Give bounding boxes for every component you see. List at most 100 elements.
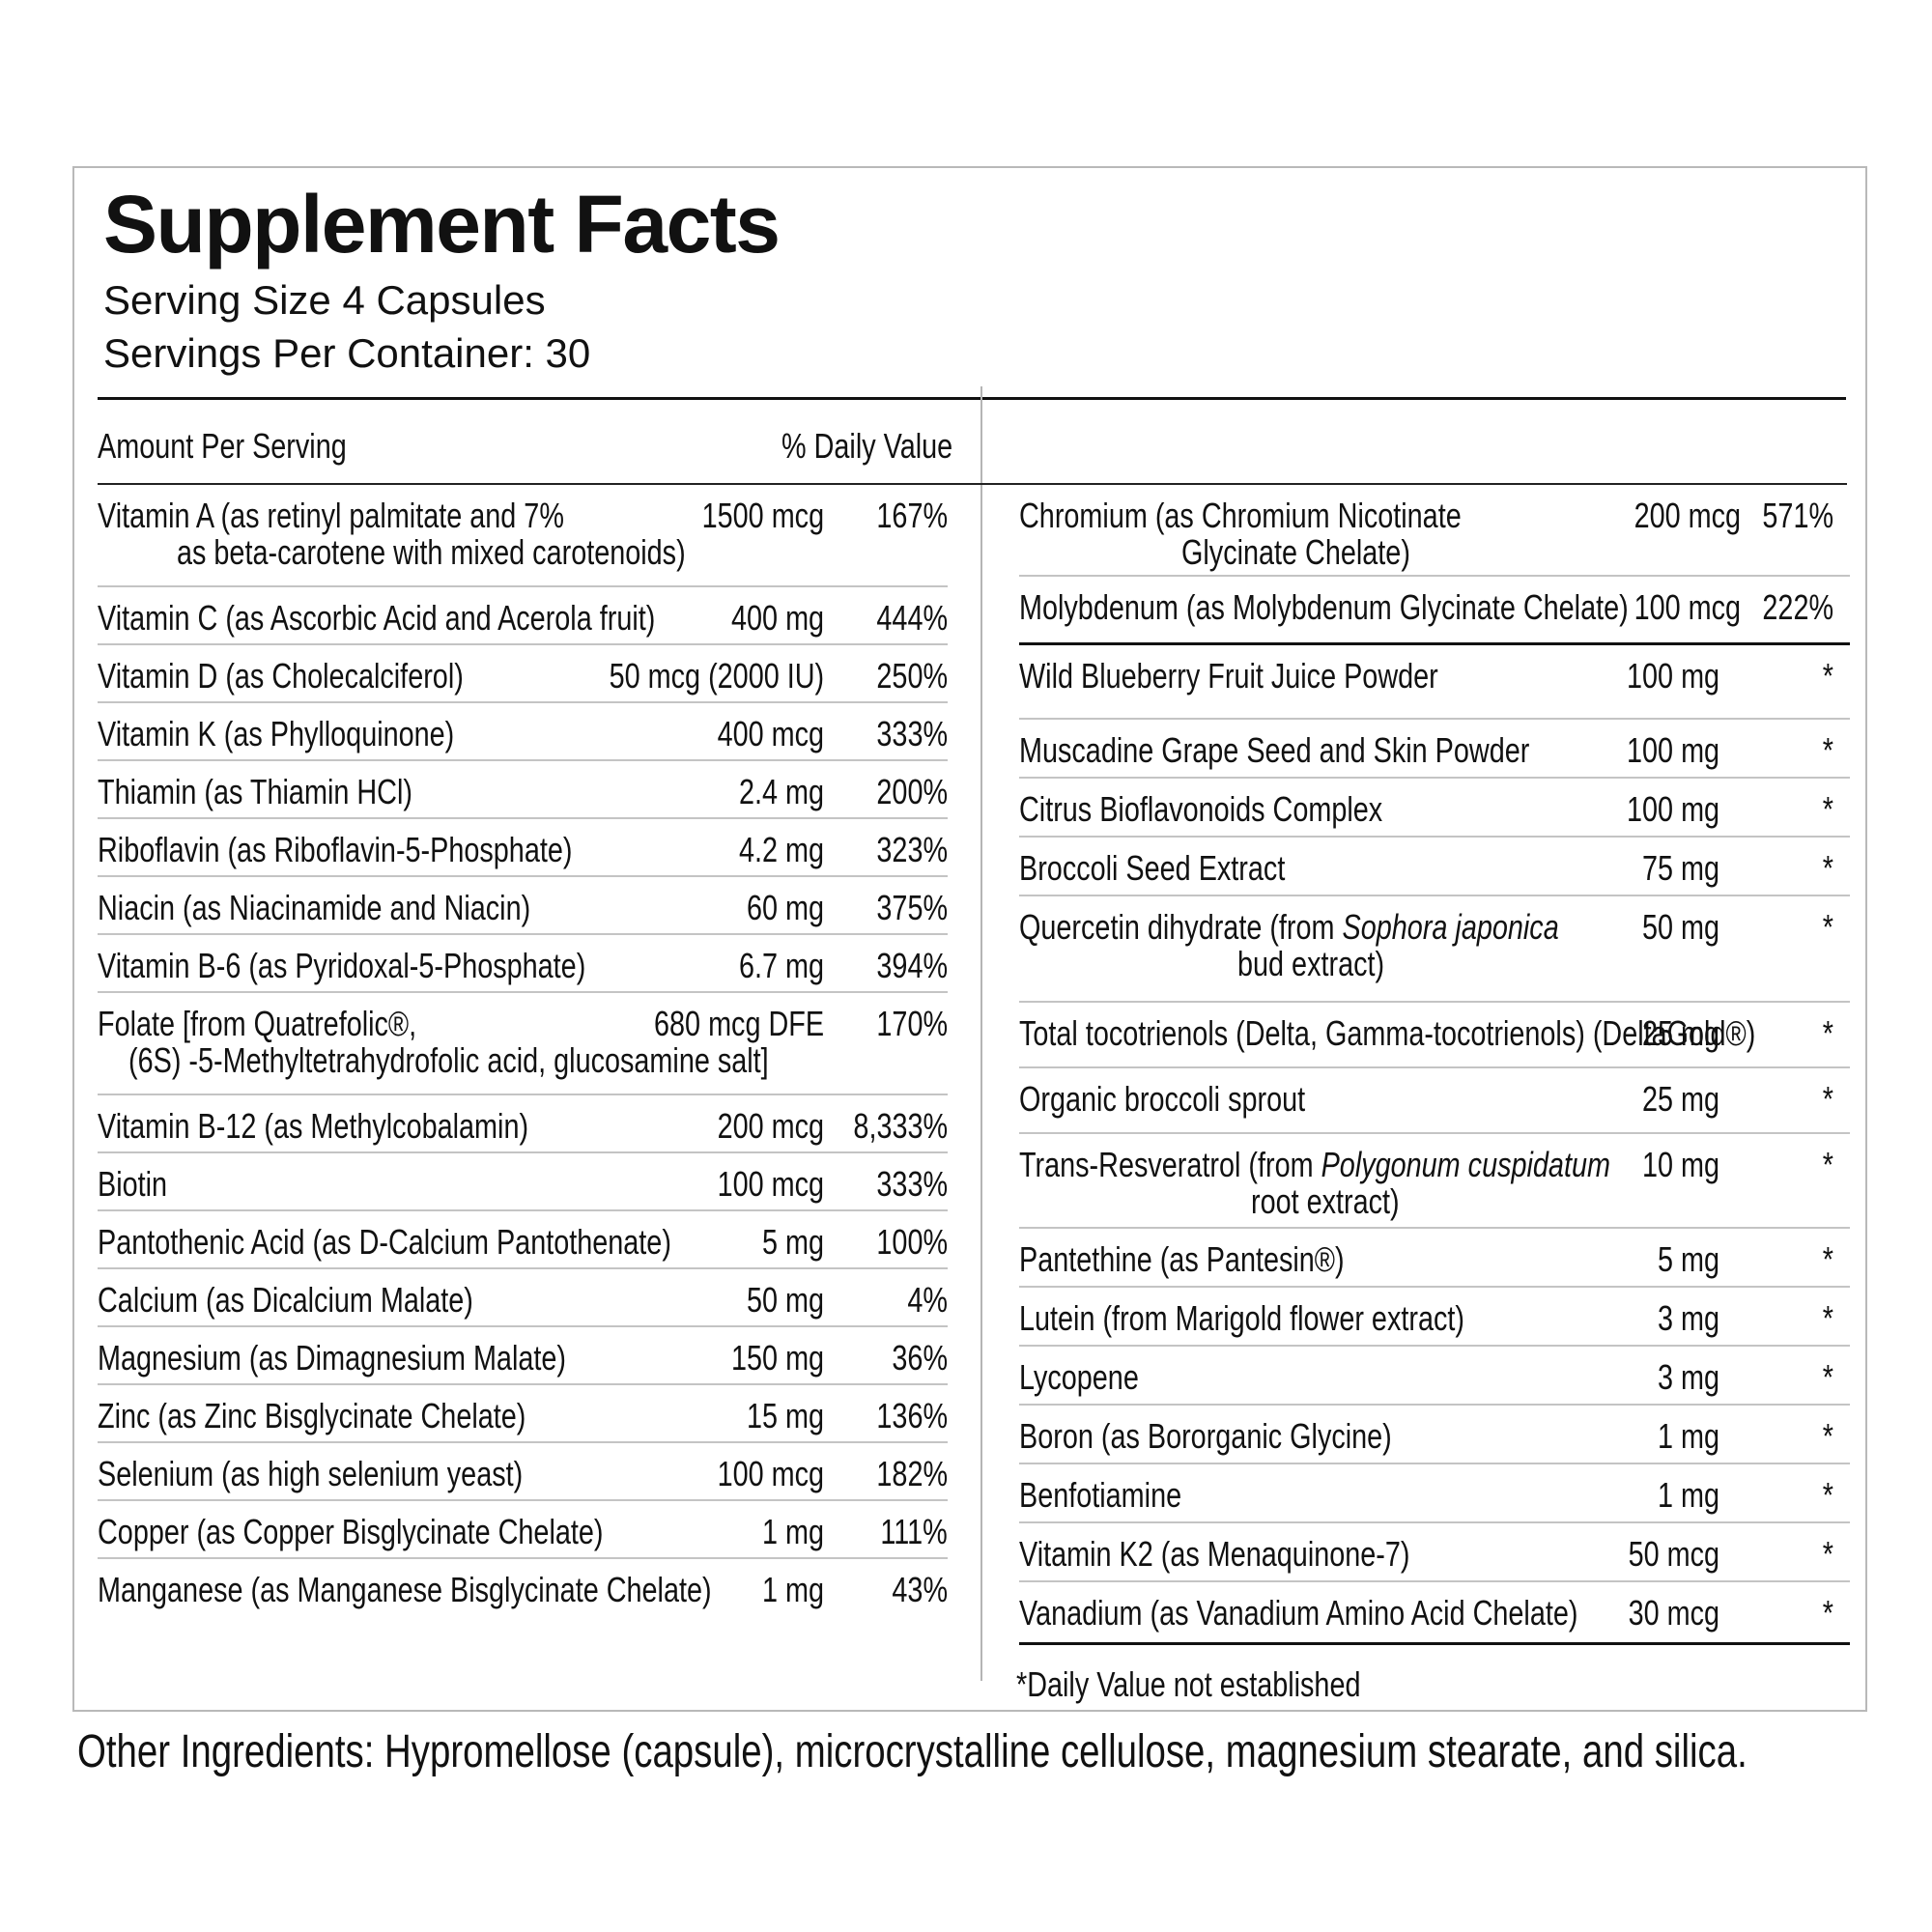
table-row: Vitamin A (as retinyl palmitate and 7% as… — [98, 485, 948, 587]
amount-value: 4.2 mg — [738, 830, 824, 869]
ingredient-name: Niacin (as Niacinamide and Niacin) — [98, 889, 530, 927]
left-nutrient-table: Vitamin A (as retinyl palmitate and 7% as… — [98, 485, 948, 1617]
table-row: Pantothenic Acid (as D-Calcium Pantothen… — [98, 1211, 948, 1269]
amount-value: 30 mcg — [1628, 1593, 1719, 1633]
ingredient-name-text: Benfotiamine — [1019, 1475, 1182, 1515]
daily-value: * — [1822, 848, 1833, 888]
daily-value: * — [1822, 907, 1833, 947]
daily-value: * — [1822, 1145, 1833, 1184]
daily-value: 444% — [876, 598, 948, 638]
top-rule — [98, 397, 1846, 400]
table-row: Vitamin K2 (as Menaquinone-7) 50 mcg * — [1019, 1523, 1850, 1582]
table-row: Vitamin K (as Phylloquinone) 400 mcg 333% — [98, 703, 948, 761]
ingredient-name: Manganese (as Manganese Bisglycinate Che… — [98, 1571, 712, 1609]
daily-value: 170% — [876, 1004, 948, 1043]
daily-value: 571% — [1762, 496, 1833, 535]
amount-value: 680 mcg DFE — [653, 1004, 824, 1043]
ingredient-name-continued: bud extract) — [1237, 944, 1385, 983]
bottom-rule — [1019, 1642, 1850, 1645]
daily-value: * — [1822, 730, 1833, 770]
ingredient-name-text: Vitamin A (as retinyl palmitate and 7% — [98, 496, 564, 535]
table-row: Lycopene 3 mg * — [1019, 1347, 1850, 1406]
amount-value: 200 mcg — [1634, 496, 1741, 535]
ingredient-name: Pantethine (as Pantesin®) — [1019, 1240, 1345, 1279]
ingredient-name: Copper (as Copper Bisglycinate Chelate) — [98, 1513, 603, 1551]
daily-value: 111% — [880, 1512, 948, 1551]
ingredient-name-text: Molybdenum (as Molybdenum Glycinate Chel… — [1019, 587, 1629, 627]
table-row: Vitamin B-6 (as Pyridoxal-5-Phosphate) 6.… — [98, 935, 948, 993]
ingredient-name-text: Pantothenic Acid (as D-Calcium Pantothen… — [98, 1222, 671, 1262]
amount-value: 3 mg — [1657, 1357, 1719, 1397]
ingredient-name-text: Magnesium (as Dimagnesium Malate) — [98, 1338, 566, 1378]
ingredient-name: Vitamin A (as retinyl palmitate and 7% — [98, 497, 564, 535]
ingredient-name-text: Vitamin K (as Phylloquinone) — [98, 714, 455, 753]
ingredient-name-text: Vanadium (as Vanadium Amino Acid Chelate… — [1019, 1593, 1578, 1633]
daily-value: 4% — [907, 1280, 948, 1320]
column-divider — [980, 386, 982, 1681]
table-row: Zinc (as Zinc Bisglycinate Chelate) 15 mg… — [98, 1385, 948, 1443]
daily-value: 333% — [876, 1164, 948, 1204]
ingredient-name-text: Riboflavin (as Riboflavin-5-Phosphate) — [98, 830, 573, 869]
ingredient-name-text: Wild Blueberry Fruit Juice Powder — [1019, 656, 1438, 696]
daily-value: * — [1822, 1593, 1833, 1633]
ingredient-name: Biotin — [98, 1165, 167, 1204]
ingredient-name-text: Trans-Resveratrol (from — [1019, 1145, 1321, 1184]
ingredient-name: Vitamin K (as Phylloquinone) — [98, 715, 454, 753]
table-row: Biotin 100 mcg 333% — [98, 1153, 948, 1211]
ingredient-name-text: Chromium (as Chromium Nicotinate — [1019, 496, 1462, 535]
daily-value: 43% — [892, 1570, 948, 1609]
table-row: Calcium (as Dicalcium Malate) 50 mg 4% — [98, 1269, 948, 1327]
ingredient-name-text: Pantethine (as Pantesin®) — [1019, 1239, 1345, 1279]
header-rule — [98, 483, 1847, 485]
amount-value: 6.7 mg — [738, 946, 824, 985]
daily-value: * — [1822, 1416, 1833, 1456]
ingredient-name-text: Vitamin D (as Cholecalciferol) — [98, 656, 464, 696]
ingredient-source-italic: Sophora japonica — [1342, 907, 1559, 947]
amount-value: 100 mcg — [717, 1164, 824, 1204]
ingredient-name: Vitamin K2 (as Menaquinone-7) — [1019, 1535, 1410, 1574]
ingredient-name-text: Vitamin C (as Ascorbic Acid and Acerola … — [98, 598, 656, 638]
ingredient-name-text: Vitamin B-12 (as Methylcobalamin) — [98, 1106, 529, 1146]
table-row: Niacin (as Niacinamide and Niacin) 60 mg 3… — [98, 877, 948, 935]
table-row: Copper (as Copper Bisglycinate Chelate) 1… — [98, 1501, 948, 1559]
table-row: Riboflavin (as Riboflavin-5-Phosphate) 4.… — [98, 819, 948, 877]
amount-value: 25 mg — [1641, 1079, 1719, 1119]
ingredient-name: Vitamin D (as Cholecalciferol) — [98, 657, 464, 696]
ingredient-name: Lycopene — [1019, 1358, 1139, 1397]
daily-value: * — [1822, 1534, 1833, 1574]
daily-value: * — [1822, 656, 1833, 696]
table-row: Vitamin C (as Ascorbic Acid and Acerola … — [98, 587, 948, 645]
amount-value: 50 mcg (2000 IU) — [609, 656, 825, 696]
ingredient-name: Trans-Resveratrol (from Polygonum cuspid… — [1019, 1146, 1610, 1184]
panel-title: Supplement Facts — [103, 179, 781, 270]
table-row: Folate [from Quatrefolic®, (6S) -5-Methyl… — [98, 993, 948, 1095]
table-row: Organic broccoli sprout 25 mg * — [1019, 1068, 1850, 1134]
amount-value: 100 mcg — [1634, 587, 1741, 627]
ingredient-name: Vitamin B-12 (as Methylcobalamin) — [98, 1107, 528, 1146]
ingredient-name-text: Manganese (as Manganese Bisglycinate Che… — [98, 1570, 712, 1609]
servings-per-container: Servings Per Container: 30 — [103, 330, 591, 376]
ingredient-name-text: Organic broccoli sprout — [1019, 1079, 1306, 1119]
amount-value: 1 mg — [1657, 1475, 1719, 1515]
daily-value: 333% — [876, 714, 948, 753]
ingredient-name: Vanadium (as Vanadium Amino Acid Chelate… — [1019, 1594, 1577, 1633]
ingredient-name-continued: as beta-carotene with mixed carotenoids) — [177, 532, 686, 572]
ingredient-name-continued: Glycinate Chelate) — [1181, 532, 1410, 572]
ingredient-name-text: Niacin (as Niacinamide and Niacin) — [98, 888, 531, 927]
daily-value: * — [1822, 1239, 1833, 1279]
table-row: Muscadine Grape Seed and Skin Powder 100 … — [1019, 720, 1850, 779]
amount-value: 1 mg — [1657, 1416, 1719, 1456]
daily-value: * — [1822, 1013, 1833, 1053]
amount-value: 200 mcg — [717, 1106, 824, 1146]
right-botanical-table: Wild Blueberry Fruit Juice Powder 100 mg *… — [1019, 645, 1850, 1641]
table-row: Vitamin D (as Cholecalciferol) 50 mcg (20… — [98, 645, 948, 703]
ingredient-name: Vitamin C (as Ascorbic Acid and Acerola … — [98, 599, 655, 638]
supplement-facts-panel — [72, 166, 1867, 1712]
ingredient-name-text: Quercetin dihydrate (from — [1019, 907, 1343, 947]
ingredient-name-text: Muscadine Grape Seed and Skin Powder — [1019, 730, 1530, 770]
ingredient-name: Lutein (from Marigold flower extract) — [1019, 1299, 1464, 1338]
footnote: *Daily Value not established — [1016, 1664, 1361, 1704]
ingredient-name: Folate [from Quatrefolic®, — [98, 1005, 416, 1043]
amount-value: 100 mg — [1626, 789, 1719, 829]
amount-value: 100 mcg — [717, 1454, 824, 1493]
